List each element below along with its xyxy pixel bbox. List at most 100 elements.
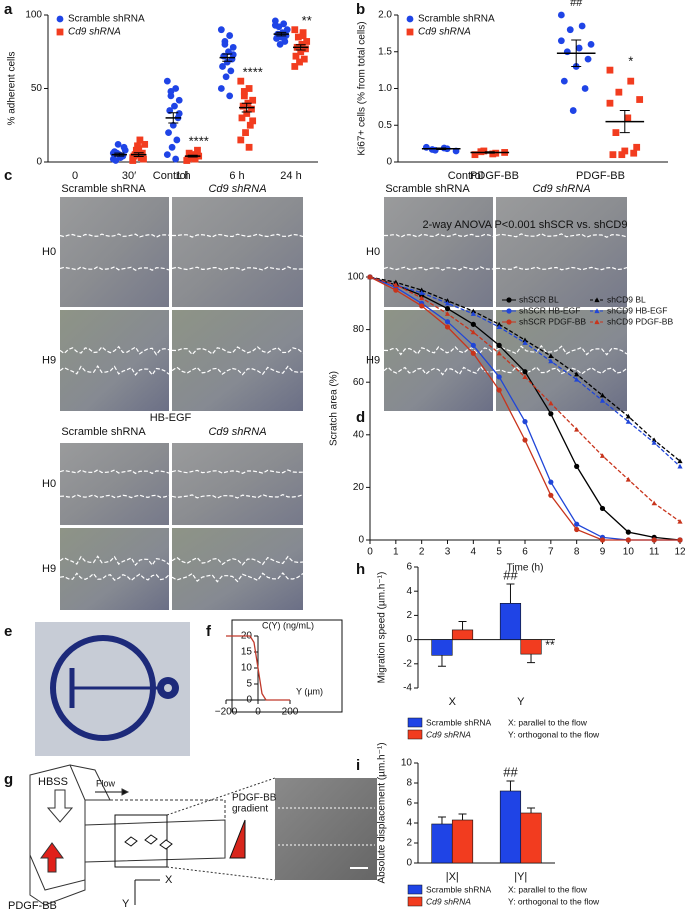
flow-direction-head — [121, 788, 130, 796]
legend-label: Scramble shRNA — [68, 14, 145, 25]
data-point — [470, 308, 476, 314]
legend-label: shSCR HB-EGF — [519, 305, 580, 315]
wound-edge — [383, 266, 494, 271]
data-point — [56, 28, 64, 36]
data-point — [248, 105, 255, 113]
y-tick-label: 0 — [358, 535, 364, 546]
data-point — [557, 37, 565, 45]
micrograph — [60, 443, 169, 525]
data-point — [171, 102, 178, 110]
x-tick-label: |X| — [446, 871, 459, 883]
data-point — [237, 136, 245, 144]
data-point — [496, 321, 502, 327]
data-point — [238, 114, 246, 122]
micrograph — [496, 310, 627, 411]
y-tick-label: 4 — [406, 818, 412, 829]
data-point — [677, 458, 683, 464]
data-point — [651, 500, 657, 506]
bar — [520, 812, 542, 864]
legend-label: Cd9 shRNA — [426, 729, 471, 739]
legend-label: Cd9 shRNA — [68, 27, 121, 38]
data-point — [557, 11, 565, 19]
data-point — [173, 136, 181, 144]
x-tick-label: X — [449, 696, 457, 708]
y-axis-label: % adherent cells — [7, 52, 18, 126]
x-tick-label: 6 — [522, 547, 528, 558]
data-point — [444, 305, 451, 312]
data-point — [625, 476, 631, 482]
y-tick-label: 2 — [406, 838, 412, 849]
bar — [431, 639, 453, 656]
gradient-wedge — [229, 819, 246, 859]
legend-label: Cd9 shRNA — [418, 27, 471, 38]
x-tick-label: 10 — [623, 547, 635, 558]
legend-note: Y: orthogonal to the flow — [508, 729, 600, 739]
data-point — [522, 419, 528, 425]
data-point — [120, 143, 128, 151]
flow-label: Flow — [96, 778, 116, 788]
data-point — [548, 492, 554, 498]
gradient-label: PDGF-BB — [232, 793, 277, 804]
data-point — [273, 35, 280, 42]
data-point — [625, 413, 631, 419]
column-label: Cd9 shRNA — [532, 183, 590, 195]
data-point — [581, 85, 589, 92]
sem-bar — [168, 112, 179, 124]
panel-letter: d — [356, 409, 365, 426]
legend-swatch — [407, 896, 423, 907]
data-point — [627, 77, 635, 85]
gradient-label: gradient — [232, 804, 268, 815]
error-bar — [458, 620, 467, 630]
data-point — [599, 537, 606, 543]
y-tick-label: 5 — [246, 679, 252, 690]
data-point — [249, 96, 257, 104]
data-point — [506, 308, 512, 314]
data-point — [291, 26, 299, 34]
significance: ## — [503, 764, 518, 779]
micrograph — [172, 443, 303, 525]
data-point — [242, 129, 249, 136]
y-tick-label: 0.5 — [378, 120, 392, 131]
data-point — [522, 340, 528, 345]
data-point — [367, 274, 373, 280]
y-tick-label: -4 — [403, 683, 412, 694]
error-bar — [437, 655, 446, 667]
legend-label: Scramble shRNA — [426, 717, 492, 727]
significance: ## — [570, 0, 583, 9]
data-point — [587, 41, 595, 48]
legend-label: shSCR BL — [519, 294, 559, 304]
data-point — [575, 44, 583, 52]
chip-port-hole — [164, 684, 172, 692]
y-tick-label: 15 — [241, 647, 253, 658]
data-point — [548, 479, 554, 485]
panel-letter: a — [4, 1, 13, 18]
x-tick-label: 7 — [548, 547, 554, 558]
data-point — [636, 96, 644, 103]
row-label: H0 — [42, 246, 56, 258]
y-axis-label: C(Y) (ng/mL) — [262, 620, 314, 630]
data-point — [444, 311, 451, 316]
legend-note: Y: orthogonal to the flow — [508, 896, 600, 906]
data-point — [175, 96, 183, 104]
sem-bar — [114, 152, 125, 157]
x-tick-label: 0 — [72, 170, 78, 182]
row-label: H0 — [366, 246, 380, 258]
data-point — [184, 155, 192, 163]
inlet-arrow — [40, 842, 64, 873]
y-tick-label: 10 — [401, 758, 413, 769]
data-point — [522, 369, 528, 375]
column-label: Scramble shRNA — [385, 183, 470, 195]
legend-swatch — [407, 717, 423, 728]
significance: **** — [243, 65, 263, 80]
micrograph — [496, 197, 627, 307]
data-point — [651, 440, 657, 445]
y-tick-label: 6 — [406, 562, 412, 573]
wound-edge — [495, 233, 628, 238]
data-point — [522, 337, 528, 343]
data-point — [569, 107, 577, 114]
micrograph — [60, 528, 169, 610]
y-tick-label: 4 — [406, 586, 412, 597]
data-point — [548, 353, 554, 358]
data-point — [444, 298, 451, 303]
data-point — [489, 150, 497, 158]
